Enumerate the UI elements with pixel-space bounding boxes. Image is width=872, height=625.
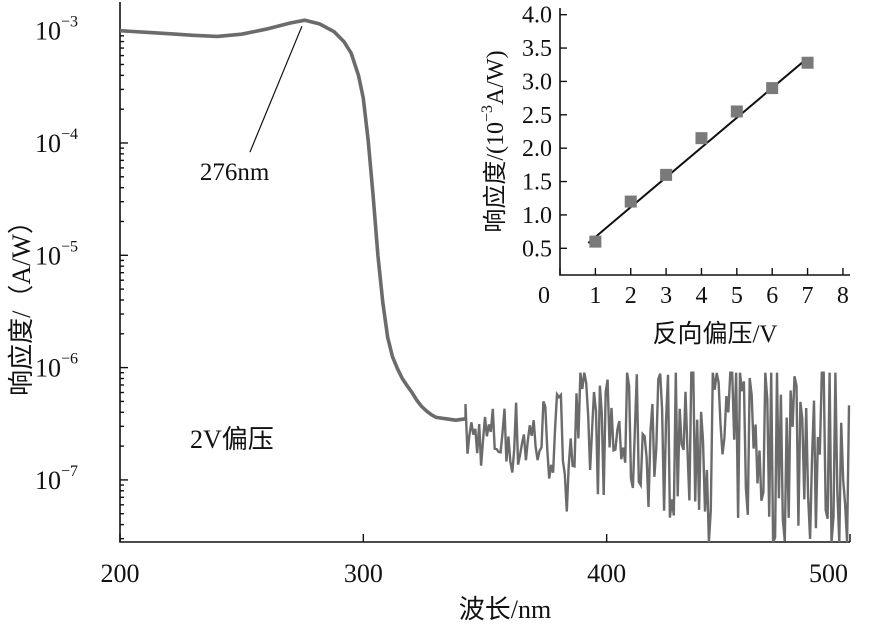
inset-data-points <box>589 56 814 248</box>
inset-y-tick-label: 0.5 <box>522 236 552 262</box>
main-x-tick-label: 200 <box>101 559 140 588</box>
bias-annotation-label: 2V偏压 <box>190 425 274 454</box>
inset-y-tick-label: 2.5 <box>522 103 552 129</box>
inset-y-tick-label: 4.0 <box>522 3 552 29</box>
inset-x-axis-label: 反向偏压/V <box>652 320 777 348</box>
inset-y-tick-label: 1.5 <box>522 170 552 196</box>
main-y-tick-label: 10−4 <box>35 126 78 158</box>
main-x-tick-label: 400 <box>587 559 626 588</box>
inset-x-tick-label: 0 <box>538 283 550 309</box>
main-y-tick-label: 10−3 <box>35 14 78 46</box>
inset-x-tick-label: 3 <box>660 283 672 309</box>
inset-y-tick-label: 1.0 <box>522 203 552 229</box>
inset-y-label-prefix: 响应度/(10 <box>482 122 509 233</box>
inset-y-label-suffix: A/W) <box>483 50 509 105</box>
main-x-axis-label: 波长/nm <box>459 595 551 624</box>
inset-x-tick-label: 4 <box>695 283 707 309</box>
inset-y-ticks: 0.5 1.0 1.5 2.0 2.5 3.0 3.5 4.0 <box>522 3 567 262</box>
main-x-ticks: 200 300 400 500 <box>101 534 851 588</box>
peak-annotation-leader <box>249 25 303 153</box>
inset-x-tick-label: 5 <box>731 283 743 309</box>
inset-data-point <box>801 56 814 69</box>
main-x-tick-label: 300 <box>344 559 383 588</box>
inset-data-point <box>695 132 708 145</box>
inset-data-point <box>730 105 743 118</box>
inset-x-tick-label: 1 <box>589 283 601 309</box>
inset-data-point <box>589 235 602 248</box>
main-y-tick-label: 10−7 <box>35 463 78 495</box>
main-y-tick-label: 10−5 <box>35 238 78 270</box>
noise-region-curve <box>464 371 851 543</box>
inset-y-axis-label: 响应度/(10−3A/W) <box>479 50 509 232</box>
peak-annotation-label: 276nm <box>200 159 270 186</box>
inset-y-label-exponent: −3 <box>479 105 496 122</box>
inset-y-tick-label: 3.5 <box>522 36 552 62</box>
inset-x-tick-label: 2 <box>625 283 637 309</box>
inset-data-point <box>766 82 779 95</box>
responsivity-curve <box>119 18 466 422</box>
inset-y-tick-label: 2.0 <box>522 136 552 162</box>
inset-x-tick-label: 6 <box>766 283 778 309</box>
inset-y-tick-label: 3.0 <box>522 69 552 95</box>
main-y-axis-label: 响应度/（A/W） <box>7 208 36 396</box>
inset-x-tick-label: 7 <box>802 283 814 309</box>
inset-data-point <box>660 168 673 181</box>
inset-data-point <box>624 195 637 208</box>
main-x-tick-label: 500 <box>809 559 848 588</box>
inset-x-tick-label: 8 <box>837 283 849 309</box>
main-y-tick-label: 10−6 <box>35 351 78 383</box>
main-y-ticks: 10−7 10−6 10−5 10−4 10−3 <box>35 14 128 540</box>
